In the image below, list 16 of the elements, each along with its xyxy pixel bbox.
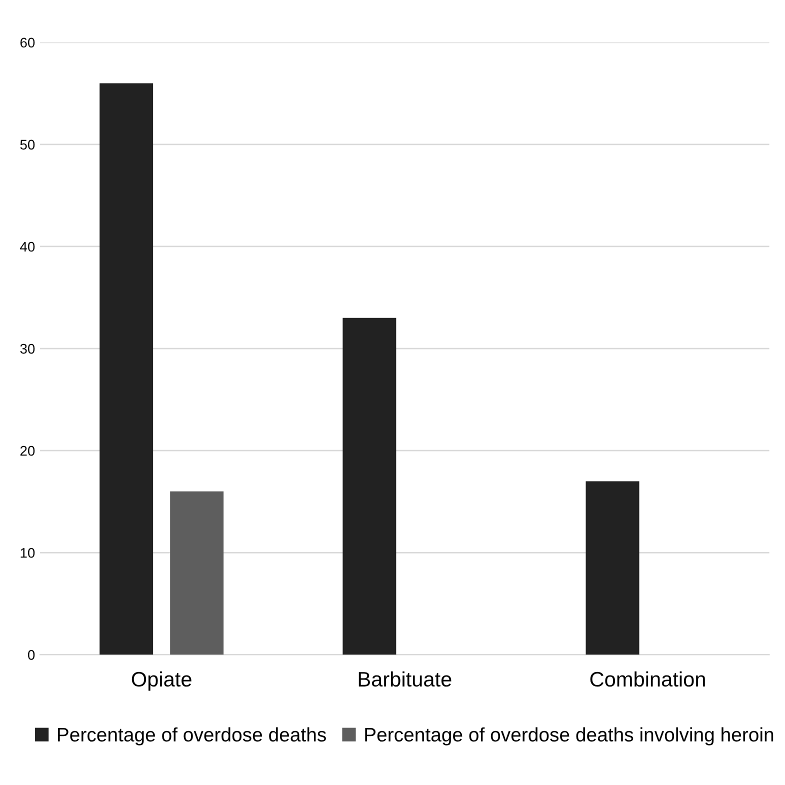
- bar: [170, 491, 224, 655]
- legend-label: Percentage of overdose deaths involving heroin: [365, 727, 774, 746]
- bar: [100, 83, 154, 655]
- legend-label: Percentage of overdose deaths: [58, 727, 326, 746]
- y-tick-label: 50: [20, 140, 35, 150]
- y-tick-label: 0: [28, 650, 35, 660]
- y-tick-label: 10: [20, 548, 35, 558]
- bar: [586, 481, 640, 655]
- y-tick-label: 60: [20, 38, 35, 48]
- bar: [342, 318, 396, 655]
- x-tick-label: Combination: [590, 671, 705, 687]
- y-tick-label: 30: [20, 344, 35, 354]
- x-tick-label: Barbituate: [358, 671, 452, 687]
- y-tick-label: 40: [20, 242, 35, 252]
- y-tick-label: 20: [20, 446, 35, 456]
- x-tick-label: Opiate: [132, 671, 192, 691]
